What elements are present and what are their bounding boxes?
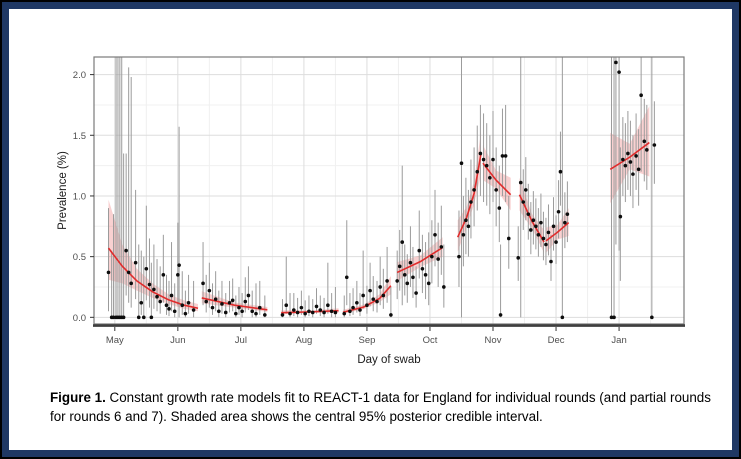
- svg-text:0.0: 0.0: [73, 313, 86, 324]
- x-tick-labels: May Jun Jul Aug Sep Oct Nov Dec Jan: [106, 335, 627, 346]
- minor-gridlines: [94, 57, 684, 324]
- x-axis-title: Day of swab: [357, 354, 420, 366]
- y-axis-title: Prevalence (%): [57, 151, 69, 230]
- svg-text:Jun: Jun: [170, 335, 185, 346]
- error-bars: [107, 57, 655, 318]
- figure-caption-text: Constant growth rate models fit to REACT…: [50, 390, 711, 425]
- svg-text:Nov: Nov: [485, 335, 502, 346]
- figure-caption-label: Figure 1.: [50, 390, 106, 405]
- svg-text:Sep: Sep: [358, 335, 375, 346]
- y-tick-labels: 0.0 0.5 1.0 1.5 2.0: [73, 70, 86, 324]
- svg-text:May: May: [106, 335, 124, 346]
- svg-text:Jul: Jul: [235, 335, 247, 346]
- svg-text:Jan: Jan: [611, 335, 626, 346]
- svg-text:Oct: Oct: [423, 335, 438, 346]
- ci-bands: [108, 106, 650, 315]
- svg-text:2.0: 2.0: [73, 70, 86, 81]
- svg-text:Aug: Aug: [295, 335, 312, 346]
- figure-caption: Figure 1. Constant growth rate models fi…: [50, 388, 714, 427]
- panel-border: [93, 56, 685, 325]
- axis-ticks: [90, 74, 620, 331]
- data-layer: [106, 57, 657, 320]
- svg-text:1.0: 1.0: [73, 191, 86, 202]
- figure-panel: May Jun Jul Aug Sep Oct Nov Dec Jan 0.0 0.5 1.0 1.5 2…: [9, 9, 741, 381]
- data-points: [106, 60, 657, 320]
- svg-text:1.5: 1.5: [73, 131, 86, 142]
- prevalence-chart: May Jun Jul Aug Sep Oct Nov Dec Jan 0.0 0.5 1.0 1.5 2…: [57, 56, 685, 366]
- svg-text:0.5: 0.5: [73, 252, 86, 263]
- svg-text:Dec: Dec: [548, 335, 565, 346]
